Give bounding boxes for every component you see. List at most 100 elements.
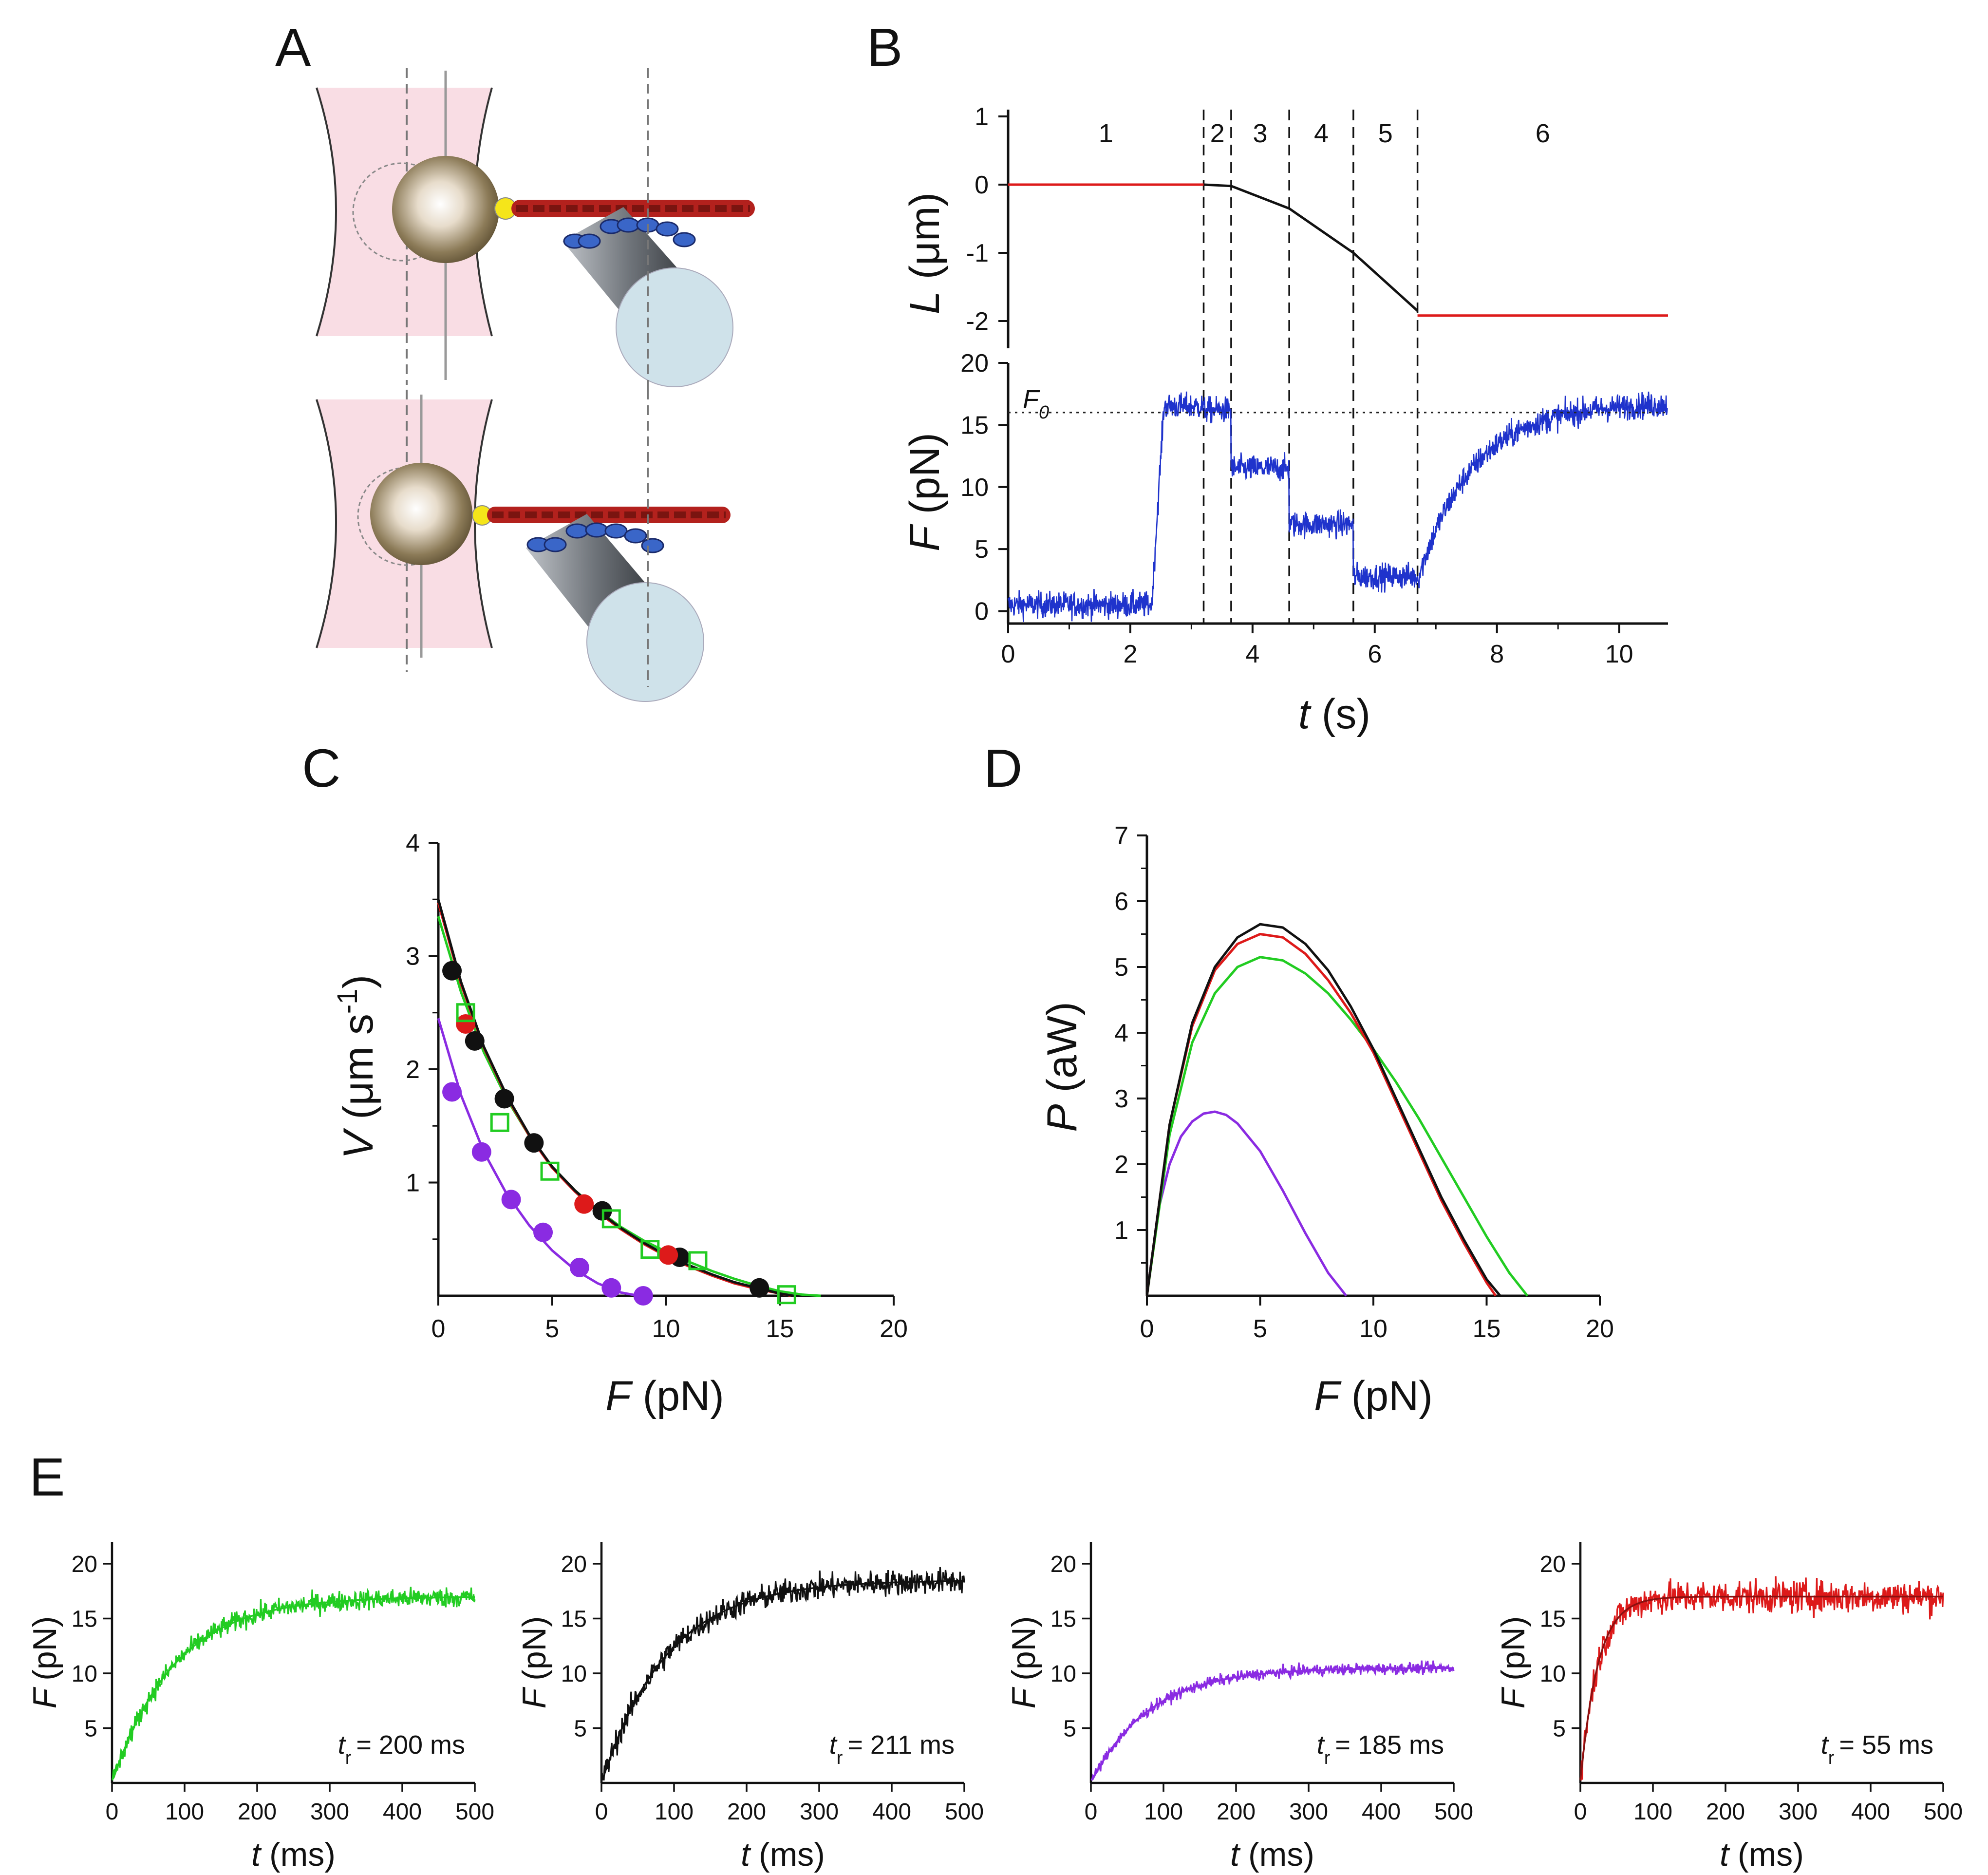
e-tr-value: = 55 ms — [1839, 1730, 1933, 1760]
e-x-axis-label: t (ms) — [1720, 1836, 1804, 1873]
d-green-curve — [1145, 956, 1529, 1297]
c-purple-fit — [437, 1018, 639, 1297]
e-x-unit: (ms) — [269, 1836, 336, 1873]
b-bottom-y-tick-label: 0 — [975, 598, 989, 626]
c-x-tick-label: 10 — [652, 1315, 680, 1343]
actin-filament — [487, 507, 731, 523]
e-y-tick-label: 15 — [1050, 1607, 1076, 1632]
d-x-axis-label: F (pN) — [1314, 1373, 1433, 1420]
e-y-var: F — [26, 1686, 63, 1708]
e-x-var: t — [251, 1836, 262, 1873]
b-segment-label: 5 — [1378, 119, 1393, 148]
c-x-tick-label: 0 — [431, 1315, 446, 1343]
d-x-tick-label: 20 — [1586, 1315, 1614, 1343]
b-top-axes: 1 0 -1 -2 — [966, 103, 1010, 348]
c-green-square — [540, 1161, 560, 1181]
e-x-tick-label: 400 — [383, 1799, 422, 1825]
c-purple-point — [601, 1278, 621, 1298]
e-y-axis-label: F (pN) — [516, 1616, 553, 1709]
b-x-unit: (s) — [1322, 691, 1370, 738]
b-x-tick-label: 0 — [1001, 640, 1015, 668]
c-y-close: ) — [335, 975, 382, 989]
panel-label-c: C — [302, 739, 340, 798]
d-y-unit: (aW) — [1039, 1002, 1086, 1092]
e-x-tick-label: 0 — [1085, 1799, 1098, 1825]
c-x-axis-label: F (pN) — [605, 1373, 724, 1420]
e-x-tick-label: 200 — [1217, 1799, 1256, 1825]
c-y-sup: -1 — [332, 989, 363, 1014]
e-y-tick-label: 20 — [72, 1552, 97, 1577]
e-x-tick-label: 200 — [1706, 1799, 1745, 1825]
e-x-tick-label: 500 — [1434, 1799, 1473, 1825]
e-y-axis-label: F (pN) — [26, 1616, 63, 1709]
c-black-point — [442, 961, 462, 981]
b-top-y-unit: (μm) — [901, 192, 948, 279]
b-x-axis-label: t (s) — [1298, 691, 1370, 738]
c-black-point — [750, 1278, 769, 1298]
e-tr-annotation: tr = 185 ms — [1317, 1730, 1444, 1768]
e-x-tick-label: 300 — [310, 1799, 349, 1825]
c-x-var: F — [605, 1373, 633, 1420]
d-x-tick-label: 10 — [1359, 1315, 1388, 1343]
e-x-tick-label: 100 — [655, 1799, 694, 1825]
e-tr-annotation: tr = 211 ms — [829, 1730, 955, 1768]
e-tr-subscript: r — [1828, 1748, 1835, 1768]
b-f0-label: F0 — [1023, 385, 1049, 423]
F-trace — [1007, 391, 1669, 622]
d-axes: 0 5 10 15 20 1 2 3 4 5 6 7 — [1114, 822, 1614, 1343]
b-top-y-label: L (μm) — [901, 192, 948, 314]
e-fit-curve — [600, 1580, 964, 1780]
b-force-trace — [1007, 391, 1669, 622]
e-x-var: t — [1720, 1836, 1730, 1873]
e-x-tick-label: 100 — [165, 1799, 204, 1825]
e-x-tick-label: 400 — [872, 1799, 911, 1825]
b-bottom-y-unit: (pN) — [901, 433, 948, 514]
b-segment-label: 6 — [1536, 119, 1550, 148]
e-tr-annotation: tr = 200 ms — [338, 1730, 465, 1768]
e-x-tick-label: 200 — [727, 1799, 766, 1825]
b-bottom-y-var: F — [901, 524, 948, 551]
e-y-tick-label: 5 — [1553, 1716, 1566, 1742]
e-tr-value: = 185 ms — [1335, 1730, 1444, 1760]
c-purple-point — [501, 1190, 521, 1210]
c-black-point — [524, 1133, 544, 1153]
c-y-axis-label: V (μm s-1) — [332, 975, 382, 1159]
d-y-tick-label: 7 — [1114, 822, 1128, 850]
c-purple-point — [442, 1082, 462, 1102]
e-y-unit: (pN) — [1495, 1616, 1532, 1681]
e-x-axis-label: t (ms) — [1230, 1836, 1314, 1873]
e-tr-subscript: r — [1324, 1748, 1331, 1768]
c-y-var: V — [335, 1127, 382, 1159]
b-bottom-y-tick-label: 15 — [960, 411, 989, 439]
d-y-tick-label: 3 — [1114, 1085, 1128, 1113]
e-y-tick-label: 20 — [1050, 1552, 1076, 1577]
e-x-tick-label: 200 — [238, 1799, 277, 1825]
c-purple-point — [633, 1286, 653, 1306]
c-black-fit — [437, 899, 794, 1297]
b-top-y-var: L — [901, 291, 948, 314]
e-fit-curve — [1579, 1595, 1943, 1780]
e-tr-value: = 211 ms — [847, 1730, 955, 1760]
myosin-heads — [563, 217, 696, 249]
e-y-var: F — [1005, 1686, 1042, 1708]
e-x-tick-label: 300 — [800, 1799, 839, 1825]
b-x-var: t — [1298, 691, 1312, 738]
d-y-tick-label: 2 — [1114, 1151, 1128, 1179]
panel-label-a: A — [275, 18, 311, 77]
b-top-y-tick-label: -2 — [966, 307, 989, 336]
e-x-tick-label: 500 — [455, 1799, 494, 1825]
e-tr-value: = 200 ms — [356, 1730, 465, 1760]
d-x-tick-label: 15 — [1473, 1315, 1501, 1343]
b-x-tick-label: 2 — [1123, 640, 1137, 668]
e-y-tick-label: 15 — [72, 1607, 97, 1632]
trap-bottom — [316, 390, 731, 702]
c-x-tick-label: 5 — [545, 1315, 559, 1343]
c-black-point — [494, 1089, 514, 1109]
e-tr-subscript: r — [837, 1748, 843, 1768]
L-black — [1203, 183, 1419, 312]
d-x-var: F — [1314, 1373, 1342, 1420]
